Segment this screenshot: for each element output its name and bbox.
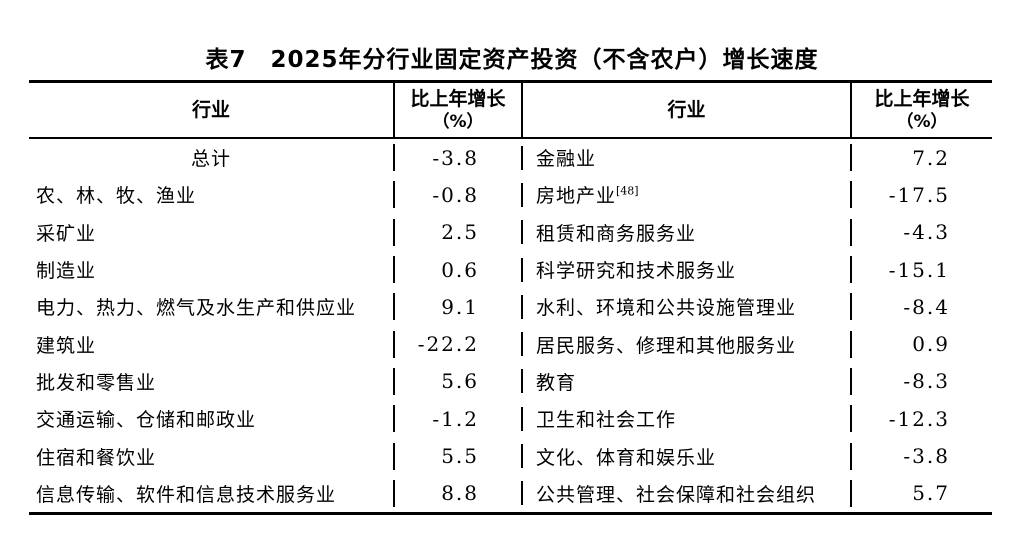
- industry-cell: 租赁和商务服务业: [523, 218, 852, 246]
- value-cell: -3.8: [395, 145, 523, 170]
- industry-cell: 交通运输、仓储和邮政业: [29, 405, 395, 433]
- value-cell: -1.2: [395, 406, 523, 431]
- industry-label: 租赁和商务服务业: [536, 222, 697, 245]
- industry-cell: 居民服务、修理和其他服务业: [523, 330, 852, 358]
- header-industry-left-label: 行业: [191, 98, 230, 121]
- value-cell: -0.8: [395, 182, 523, 207]
- header-growth-left-line1: 比上年增长: [410, 87, 506, 110]
- header-industry-right-label: 行业: [667, 98, 706, 121]
- value-cell: -8.4: [903, 294, 950, 319]
- table-row: 农、林、牧、渔业 -0.8 房地产业[48] -17.5: [29, 176, 992, 213]
- value-cell: -15.1: [888, 257, 950, 282]
- header-growth-right-line1: 比上年增长: [874, 87, 970, 110]
- industry-cell: 金融业: [523, 144, 852, 172]
- value-cell: 0.9: [912, 332, 950, 357]
- industry-cell: 教育: [523, 367, 852, 395]
- industry-cell: 卫生和社会工作: [523, 405, 852, 433]
- table-header-row: 行业 比上年增长 （%） 行业 比上年增长 （%）: [29, 83, 992, 139]
- table-body: 总计 -3.8 金融业 7.2 农、林、牧、渔业 -0.8 房地产业[48] -…: [29, 139, 992, 512]
- value-cell: -22.2: [395, 332, 523, 357]
- value-cell: -4.3: [903, 220, 950, 245]
- table-row: 建筑业 -22.2 居民服务、修理和其他服务业 0.9: [29, 325, 992, 362]
- value-cell: 2.5: [395, 220, 523, 245]
- table-title: 表7 2025年分行业固定资产投资（不含农户）增长速度: [205, 47, 819, 73]
- industry-cell: 住宿和餐饮业: [29, 442, 395, 470]
- industry-cell: 水利、环境和公共设施管理业: [523, 293, 852, 321]
- industry-label: 教育: [536, 371, 577, 394]
- industry-cell: 文化、体育和娱乐业: [523, 442, 852, 470]
- industry-label: 科学研究和技术服务业: [536, 260, 737, 283]
- industry-label: 水利、环境和公共设施管理业: [536, 297, 797, 320]
- value-cell: -8.3: [903, 369, 950, 394]
- value-cell: 7.2: [912, 145, 950, 170]
- header-growth-right-line2: （%）: [896, 112, 948, 133]
- footnote-ref: [48]: [616, 185, 639, 199]
- industry-label: 房地产业: [536, 185, 617, 208]
- industry-cell: 科学研究和技术服务业: [523, 256, 852, 284]
- header-growth-left-line2: （%）: [432, 112, 484, 133]
- industry-cell: 电力、热力、燃气及水生产和供应业: [29, 293, 395, 321]
- table-row: 电力、热力、燃气及水生产和供应业 9.1 水利、环境和公共设施管理业 -8.4: [29, 288, 992, 325]
- value-cell: 5.6: [395, 369, 523, 394]
- industry-label: 居民服务、修理和其他服务业: [536, 334, 797, 357]
- table-row: 住宿和餐饮业 5.5 文化、体育和娱乐业 -3.8: [29, 437, 992, 474]
- value-cell: 0.6: [395, 257, 523, 282]
- value-cell: -17.5: [888, 182, 950, 207]
- table-row: 交通运输、仓储和邮政业 -1.2 卫生和社会工作 -12.3: [29, 400, 992, 437]
- industry-cell: 信息传输、软件和信息技术服务业: [29, 479, 395, 507]
- header-growth-left: 比上年增长 （%）: [395, 83, 523, 137]
- table-row: 制造业 0.6 科学研究和技术服务业 -15.1: [29, 251, 992, 288]
- industry-cell: 总计: [29, 144, 395, 172]
- table-row: 批发和零售业 5.6 教育 -8.3: [29, 363, 992, 400]
- value-cell: 5.7: [912, 481, 950, 506]
- value-cell: -12.3: [888, 406, 950, 431]
- header-industry-left: 行业: [29, 83, 395, 137]
- industry-investment-table: 行业 比上年增长 （%） 行业 比上年增长 （%） 总计 -3.8 金融业 7.…: [29, 80, 992, 515]
- industry-label: 公共管理、社会保障和社会组织: [536, 483, 817, 506]
- industry-cell: 建筑业: [29, 330, 395, 358]
- header-industry-right: 行业: [523, 83, 852, 137]
- table-row: 采矿业 2.5 租赁和商务服务业 -4.3: [29, 214, 992, 251]
- industry-label: 卫生和社会工作: [536, 409, 677, 432]
- industry-cell: 房地产业[48]: [523, 181, 852, 209]
- value-cell: 8.8: [395, 481, 523, 506]
- industry-label: 文化、体育和娱乐业: [536, 446, 717, 469]
- industry-cell: 公共管理、社会保障和社会组织: [523, 479, 852, 507]
- industry-cell: 农、林、牧、渔业: [29, 181, 395, 209]
- table-row: 信息传输、软件和信息技术服务业 8.8 公共管理、社会保障和社会组织 5.7: [29, 475, 992, 512]
- value-cell: 9.1: [395, 294, 523, 319]
- value-cell: -3.8: [903, 444, 950, 469]
- industry-cell: 采矿业: [29, 218, 395, 246]
- industry-cell: 批发和零售业: [29, 367, 395, 395]
- table-row: 总计 -3.8 金融业 7.2: [29, 139, 992, 176]
- value-cell: 5.5: [395, 444, 523, 469]
- industry-cell: 制造业: [29, 256, 395, 284]
- industry-label: 金融业: [536, 148, 597, 171]
- header-growth-right: 比上年增长 （%）: [852, 83, 992, 137]
